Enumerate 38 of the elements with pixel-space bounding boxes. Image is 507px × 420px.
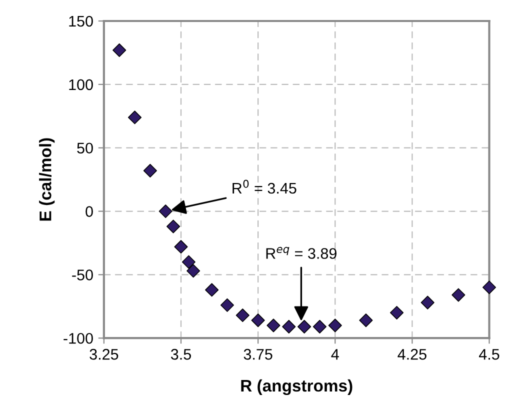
point [390,306,404,320]
point [186,264,200,278]
x-tick-label: 4 [331,349,339,360]
annotation: R$^{eq}$ = 3.89 [266,246,336,259]
point [174,240,188,254]
y-tick-label: -100 [64,332,93,344]
x-tick-label: 3.5 [170,348,191,360]
y-axis-title: E (cal/mol) [39,138,55,221]
point [312,320,326,334]
y-tick-label: 0 [86,206,93,217]
point [182,255,196,269]
x-tick-label: 3.75 [244,348,272,360]
y-tick-label: 150 [69,16,93,27]
y-tick-label: 100 [69,79,93,90]
point [166,220,180,234]
point [298,320,312,334]
point [220,298,234,312]
point [112,43,126,57]
point [158,204,172,218]
point [359,314,373,328]
point [143,164,157,178]
x-tick-label: 4.5 [478,349,500,360]
x-axis-title: R (angstroms) [241,379,352,396]
point [251,314,265,328]
point [482,280,496,294]
x-tick-label: 3.25 [90,348,118,360]
point [266,318,280,332]
point [205,283,219,297]
y-tick-label: 50 [77,142,93,154]
point [236,308,250,322]
point [282,320,296,334]
annotation: R$^{0}$ = 3.45 [232,180,296,194]
point [328,318,342,332]
point [452,288,466,302]
point [128,110,142,124]
y-tick-label: -50 [72,270,93,280]
point [420,296,434,310]
x-tick-label: 4.25 [398,348,426,360]
